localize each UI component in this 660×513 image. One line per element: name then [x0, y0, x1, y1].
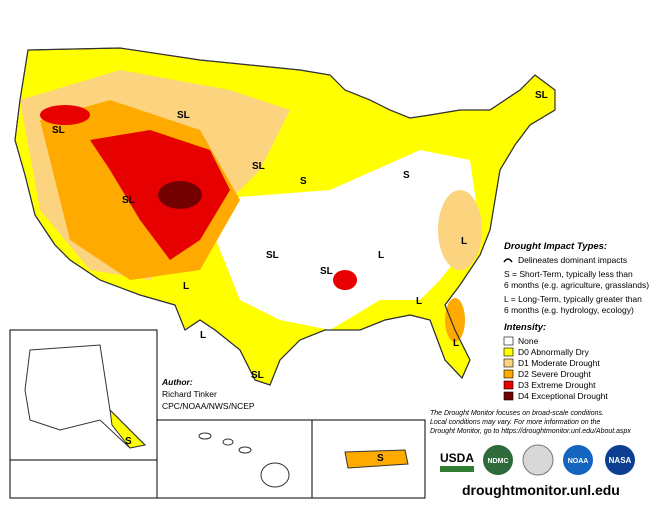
impact-label: SL [177, 110, 190, 121]
logo-nasa [605, 445, 635, 475]
logo-noaa [563, 445, 593, 475]
note: Local conditions may vary. For more info… [430, 419, 600, 426]
note: The Drought Monitor focuses on broad-sca… [430, 410, 604, 417]
logo-ndmc [483, 445, 513, 475]
impact-label: S [377, 453, 384, 464]
impact-label: S [125, 436, 132, 447]
legend-label: None [518, 336, 539, 346]
logos: USDA NDMC NOAA NASA [440, 444, 635, 476]
alaska-drought [109, 408, 147, 449]
impact-label: L [453, 338, 459, 349]
inset-frames [9, 329, 426, 499]
impact-label: SL [252, 161, 265, 172]
site-url: droughtmonitor.unl.edu [462, 482, 620, 498]
impact-long: 6 months (e.g. hydrology, ecology) [504, 305, 634, 315]
legend-label: D0 Abnormally Dry [518, 347, 590, 357]
impact-short: 6 months (e.g. agriculture, grasslands) [504, 280, 649, 290]
logo-nasa-text: NASA [609, 456, 632, 465]
impact-delineates: Delineates dominant impacts [518, 255, 627, 265]
legend-label: D3 Extreme Drought [518, 380, 596, 390]
puerto-rico [344, 449, 409, 469]
impact-label: SL [535, 90, 548, 101]
impact-label: L [200, 330, 206, 341]
legend-label: D1 Moderate Drought [518, 358, 600, 368]
impact-short: S = Short-Term, typically less than [504, 269, 633, 279]
legend-swatch [503, 391, 514, 401]
author-name: Richard Tinker [162, 389, 217, 399]
impact-label: SL [320, 266, 333, 277]
legend-swatch [503, 369, 514, 379]
logo-usda: USDA [440, 451, 474, 465]
impact-label: SL [122, 195, 135, 206]
impact-long: L = Long-Term, typically greater than [504, 294, 642, 304]
legend-label: D2 Severe Drought [518, 369, 591, 379]
impact-label: S [300, 176, 307, 187]
legend-label: D4 Exceptional Drought [518, 391, 608, 401]
impact-line [503, 258, 513, 263]
logo-ndmc-text: NDMC [488, 458, 509, 465]
author-org: CPC/NOAA/NWS/NCEP [162, 401, 255, 411]
author-title: Author: [161, 377, 193, 387]
legend-swatch [503, 380, 514, 390]
logo-commerce [522, 444, 554, 476]
logo-noaa-text: NOAA [568, 458, 589, 465]
impact-label: S [403, 170, 410, 181]
legend-swatch [503, 347, 514, 357]
impact-title: Drought Impact Types: [504, 241, 607, 252]
impact-label: L [378, 250, 384, 261]
note: Drought Monitor, go to https://droughtmo… [430, 428, 631, 435]
conus [14, 47, 556, 386]
impact-label: L [461, 236, 467, 247]
legend-swatch [503, 358, 514, 368]
map-labels: SL SL SL SL S S SL SL SL L L L L L L SL S S [52, 90, 548, 464]
impact-label: L [183, 281, 189, 292]
intensity-title: Intensity: [504, 322, 546, 333]
impact-label: L [416, 296, 422, 307]
impact-label: SL [251, 370, 264, 381]
logo-usda-bar [440, 466, 474, 472]
legend-swatch [503, 336, 514, 346]
hawaii [198, 432, 290, 488]
impact-label: SL [266, 250, 279, 261]
impact-label: SL [52, 125, 65, 136]
